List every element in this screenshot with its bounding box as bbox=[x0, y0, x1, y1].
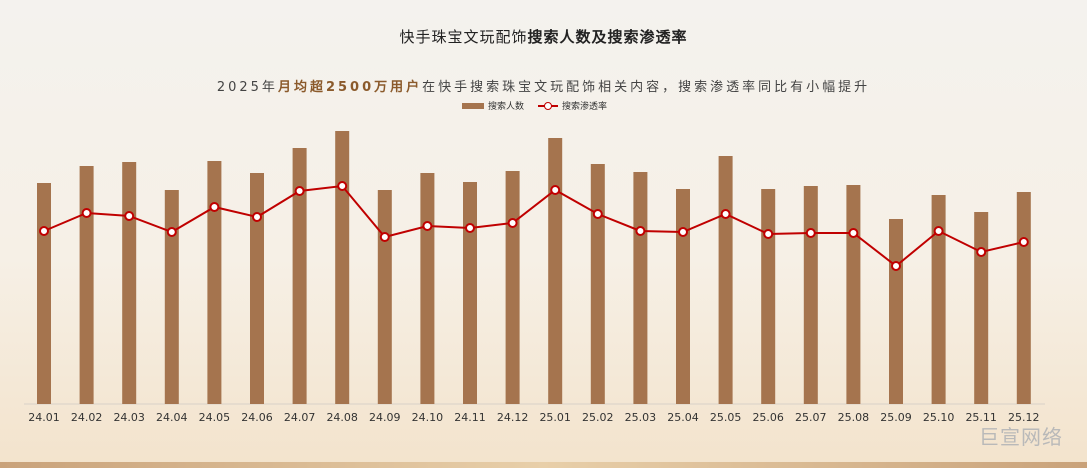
line-point-25.02 bbox=[592, 209, 603, 219]
bar-25.06 bbox=[761, 189, 776, 404]
bar-25.05 bbox=[718, 156, 733, 404]
x-tick-label-24.10: 24.10 bbox=[412, 411, 444, 424]
bar-24.03 bbox=[122, 162, 137, 404]
bottom-decor-strip bbox=[0, 462, 1087, 468]
chart-title-part2: 搜索人数及搜索渗透率 bbox=[527, 28, 688, 46]
bar-24.06 bbox=[250, 173, 264, 404]
line-point-24.10 bbox=[422, 221, 433, 231]
chart-title-part1: 快手珠宝文玩配饰 bbox=[399, 28, 528, 46]
line-point-25.12 bbox=[1018, 237, 1029, 247]
legend-item-line: 搜索渗透率 bbox=[538, 99, 607, 112]
line-point-25.11 bbox=[976, 247, 987, 257]
watermark: 巨宣网络 bbox=[979, 425, 1063, 449]
bar-25.12 bbox=[1016, 192, 1031, 404]
line-point-25.03 bbox=[635, 226, 646, 236]
bar-25.07 bbox=[803, 186, 818, 404]
line-point-25.06 bbox=[763, 229, 774, 239]
chart-title: 快手珠宝文玩配饰搜索人数及搜索渗透率 bbox=[0, 26, 1087, 47]
x-tick-label-25.09: 25.09 bbox=[880, 411, 912, 424]
line-point-24.04 bbox=[166, 227, 177, 237]
line-point-24.01 bbox=[39, 226, 49, 236]
bar-24.07 bbox=[292, 148, 307, 404]
x-tick-label-25.08: 25.08 bbox=[838, 411, 870, 424]
line-point-24.07 bbox=[294, 186, 305, 196]
bar-25.01 bbox=[548, 138, 563, 404]
bar-24.02 bbox=[79, 166, 94, 404]
line-point-25.10 bbox=[933, 226, 944, 236]
x-tick-label-25.04: 25.04 bbox=[667, 411, 699, 424]
x-tick-label-25.03: 25.03 bbox=[625, 411, 657, 424]
x-tick-label-24.02: 24.02 bbox=[71, 411, 103, 424]
x-tick-label-24.04: 24.04 bbox=[156, 411, 188, 424]
x-tick-label-25.05: 25.05 bbox=[710, 411, 742, 424]
line-point-25.09 bbox=[891, 261, 901, 271]
line-point-24.11 bbox=[465, 223, 475, 233]
bar-25.04 bbox=[676, 189, 690, 404]
bar-24.11 bbox=[463, 182, 477, 404]
line-point-25.08 bbox=[848, 228, 859, 238]
line-point-24.02 bbox=[81, 208, 92, 218]
x-tick-label-24.03: 24.03 bbox=[113, 411, 145, 424]
bar-24.09 bbox=[377, 190, 392, 404]
legend-label-line: 搜索渗透率 bbox=[562, 102, 608, 112]
line-point-24.08 bbox=[337, 181, 348, 191]
bar-25.02 bbox=[590, 164, 605, 404]
x-tick-label-25.11: 25.11 bbox=[965, 411, 997, 424]
bar-24.05 bbox=[207, 161, 222, 404]
line-series-penetration bbox=[43, 184, 1025, 268]
bar-25.10 bbox=[931, 195, 946, 404]
bar-25.09 bbox=[889, 219, 903, 404]
legend: 搜索人数 搜索渗透率 bbox=[462, 99, 607, 112]
legend-swatch-line bbox=[538, 101, 559, 111]
bar-25.08 bbox=[846, 185, 861, 404]
line-point-24.12 bbox=[507, 218, 518, 228]
x-tick-label-24.12: 24.12 bbox=[497, 411, 529, 424]
x-tick-label-24.11: 24.11 bbox=[454, 411, 486, 424]
subtitle-highlight: 月均超2500万用户 bbox=[277, 80, 423, 95]
x-tick-label-25.01: 25.01 bbox=[539, 411, 571, 424]
x-tick-label-24.05: 24.05 bbox=[199, 411, 231, 424]
subtitle-pre: 2025年 bbox=[216, 80, 278, 95]
x-tick-label-24.06: 24.06 bbox=[241, 411, 273, 424]
bar-24.01 bbox=[37, 183, 51, 404]
x-tick-label-24.01: 24.01 bbox=[28, 411, 60, 424]
line-point-25.05 bbox=[720, 209, 731, 219]
legend-swatch-bar bbox=[462, 102, 484, 109]
line-point-24.03 bbox=[124, 211, 135, 221]
x-tick-label-25.07: 25.07 bbox=[795, 411, 827, 424]
bar-24.04 bbox=[164, 190, 179, 404]
x-tick-label-24.08: 24.08 bbox=[326, 411, 358, 424]
x-tick-label-25.06: 25.06 bbox=[752, 411, 784, 424]
x-tick-label-25.02: 25.02 bbox=[582, 411, 614, 424]
line-point-25.07 bbox=[805, 228, 816, 238]
x-tick-label-25.12: 25.12 bbox=[1008, 411, 1040, 424]
line-point-24.05 bbox=[209, 202, 220, 212]
bar-24.08 bbox=[335, 131, 350, 404]
x-tick-label-24.09: 24.09 bbox=[369, 411, 401, 424]
line-point-25.01 bbox=[550, 185, 561, 195]
bar-24.10 bbox=[420, 173, 435, 404]
bar-25.03 bbox=[633, 172, 648, 404]
line-point-24.06 bbox=[252, 212, 262, 222]
legend-label-bar: 搜索人数 bbox=[488, 102, 525, 112]
bar-25.11 bbox=[974, 212, 989, 404]
subtitle-post: 在快手搜索珠宝文玩配饰相关内容，搜索渗透率同比有小幅提升 bbox=[422, 80, 871, 95]
legend-item-bar: 搜索人数 bbox=[462, 99, 524, 112]
bar-24.12 bbox=[505, 171, 520, 404]
line-point-25.04 bbox=[678, 227, 688, 237]
line-point-24.09 bbox=[379, 232, 390, 242]
x-tick-label-25.10: 25.10 bbox=[923, 411, 955, 424]
chart-subtitle: 2025年月均超2500万用户在快手搜索珠宝文玩配饰相关内容，搜索渗透率同比有小… bbox=[0, 76, 1087, 95]
x-tick-label-24.07: 24.07 bbox=[284, 411, 316, 424]
